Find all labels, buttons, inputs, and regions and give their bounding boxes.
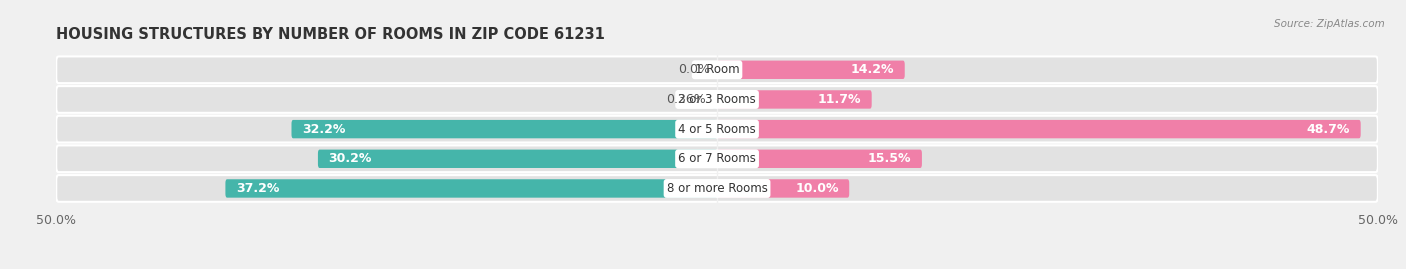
- Text: 37.2%: 37.2%: [236, 182, 280, 195]
- Text: 0.0%: 0.0%: [679, 63, 710, 76]
- FancyBboxPatch shape: [56, 56, 1378, 83]
- Text: Source: ZipAtlas.com: Source: ZipAtlas.com: [1274, 19, 1385, 29]
- FancyBboxPatch shape: [291, 120, 717, 138]
- Text: 48.7%: 48.7%: [1306, 123, 1350, 136]
- Text: 14.2%: 14.2%: [851, 63, 894, 76]
- FancyBboxPatch shape: [717, 120, 1361, 138]
- Text: 11.7%: 11.7%: [818, 93, 860, 106]
- Text: 4 or 5 Rooms: 4 or 5 Rooms: [678, 123, 756, 136]
- Text: 8 or more Rooms: 8 or more Rooms: [666, 182, 768, 195]
- FancyBboxPatch shape: [225, 179, 717, 198]
- Text: 6 or 7 Rooms: 6 or 7 Rooms: [678, 152, 756, 165]
- Text: HOUSING STRUCTURES BY NUMBER OF ROOMS IN ZIP CODE 61231: HOUSING STRUCTURES BY NUMBER OF ROOMS IN…: [56, 27, 605, 42]
- Text: 0.36%: 0.36%: [666, 93, 706, 106]
- FancyBboxPatch shape: [318, 150, 717, 168]
- FancyBboxPatch shape: [717, 150, 922, 168]
- Text: 2 or 3 Rooms: 2 or 3 Rooms: [678, 93, 756, 106]
- FancyBboxPatch shape: [713, 90, 717, 109]
- FancyBboxPatch shape: [56, 86, 1378, 113]
- Text: 10.0%: 10.0%: [796, 182, 838, 195]
- Text: 15.5%: 15.5%: [868, 152, 911, 165]
- FancyBboxPatch shape: [717, 90, 872, 109]
- Text: 30.2%: 30.2%: [329, 152, 371, 165]
- FancyBboxPatch shape: [56, 175, 1378, 202]
- FancyBboxPatch shape: [56, 146, 1378, 172]
- Legend: Owner-occupied, Renter-occupied: Owner-occupied, Renter-occupied: [583, 264, 851, 269]
- Text: 1 Room: 1 Room: [695, 63, 740, 76]
- FancyBboxPatch shape: [717, 179, 849, 198]
- FancyBboxPatch shape: [717, 61, 904, 79]
- Text: 32.2%: 32.2%: [302, 123, 346, 136]
- FancyBboxPatch shape: [56, 116, 1378, 143]
